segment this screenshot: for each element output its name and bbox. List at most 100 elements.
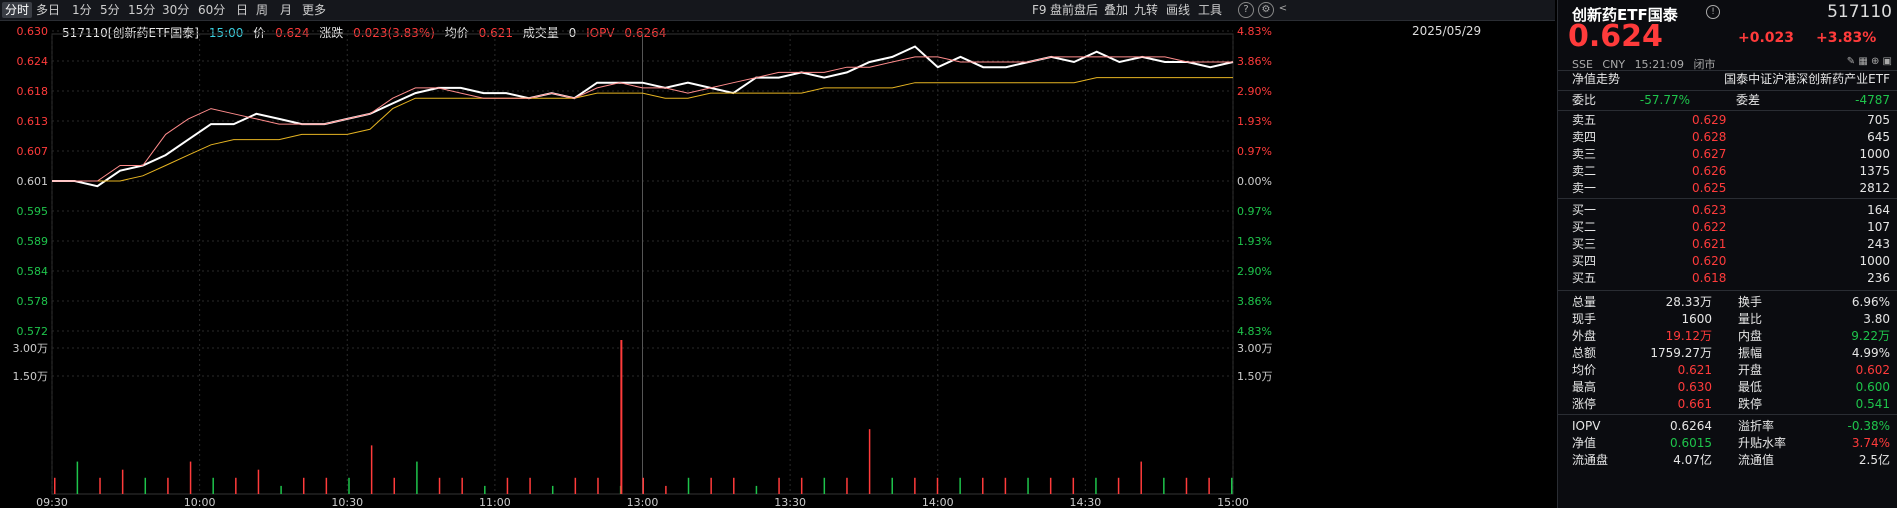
info-icon[interactable]: ! [1706,5,1720,19]
y-tick-label: 0.572 [17,325,49,338]
volume-tick-label: 3.00万 [13,342,49,355]
volume-bar [778,477,780,494]
tab-0[interactable]: 分时 [2,2,33,18]
bid-label: 买二 [1572,220,1597,234]
volume-bar [597,477,599,494]
intraday-chart[interactable]: 0.630 4.83% 0.624 3.86% 0.618 2.90% 0.613 1.93%… [0,0,1290,508]
code-name: 517110[创新药ETF国泰] [62,26,199,40]
y-right-tick-label: 4.83% [1237,325,1272,338]
grid-icon[interactable]: ▣ [1882,56,1892,67]
collapse-icon[interactable]: < [1278,3,1288,14]
stat-value: 1600 [1681,312,1712,326]
quote-timestamp: 15:21:09 [1634,58,1684,71]
volume-bar [167,477,169,494]
volume-bar [121,469,124,494]
chart-date: 2025/05/29 [1412,24,1482,38]
tab-6[interactable]: 60分 [198,3,226,17]
y-right-tick-label: 4.83% [1237,25,1272,38]
stat-label: 最低 [1738,380,1763,394]
tab-4[interactable]: 15分 [128,3,156,17]
stat-row: 现手 1600 量比 3.80 [1572,311,1890,328]
ask-row: 卖二 0.626 1375 [1572,163,1890,180]
stat-label: 流通盘 [1572,453,1609,467]
bid-qty: 164 [1867,203,1890,217]
volume-bar [936,477,939,494]
pencil-icon[interactable]: ✎ [1846,56,1856,67]
ask-label: 卖二 [1572,164,1597,178]
security-title[interactable]: 创新药ETF国泰 [1572,6,1678,24]
volume-bar [461,477,463,494]
y-right-tick-label: 3.86% [1237,295,1272,308]
stat-value: 0.621 [1677,363,1712,377]
volume-bar [755,485,758,494]
y-tick-label: 0.578 [17,295,49,308]
toolbar-button-5[interactable]: 工具 [1198,3,1223,17]
toolbar-button-4[interactable]: 画线 [1166,3,1191,17]
tab-3[interactable]: 5分 [100,3,120,17]
stat-label: 量比 [1738,312,1763,326]
bid-price: 0.620 [1692,254,1727,268]
stat-value: 0.602 [1855,363,1890,377]
volume-bar [1185,477,1188,494]
help-icon[interactable]: ? [1238,2,1254,18]
security-code: 517110 [1827,2,1892,22]
toolbar-button-3[interactable]: 九转 [1134,3,1159,17]
volume-bar [189,461,192,494]
volume-bar [416,461,418,494]
stat-label: 净值 [1572,436,1597,450]
tab-2[interactable]: 1分 [72,3,92,17]
stat-row: IOPV 0.6264 溢折率 -0.38% [1572,418,1890,435]
volume-bar [574,477,577,494]
stat-label: 内盘 [1738,329,1763,343]
volume-bar [393,477,396,494]
stat-value: 9.22万 [1851,329,1890,343]
volume-bar [1027,477,1029,494]
volume-bar [733,477,735,494]
x-tick-label: 10:30 [331,496,363,508]
y-tick-label: 0.589 [17,235,49,248]
stat-label: 总量 [1572,295,1597,309]
ask-qty: 705 [1867,113,1890,127]
stat-value: 1759.27万 [1650,346,1712,360]
y-tick-label: 0.601 [17,175,49,188]
tab-9[interactable]: 月 [280,3,293,17]
volume-bar [348,477,350,494]
volume-bar [914,477,916,494]
chart-icon[interactable]: ▦ [1858,56,1868,67]
tab-1[interactable]: 多日 [36,3,61,17]
add-icon[interactable]: ⊕ [1870,56,1880,67]
tab-5[interactable]: 30分 [162,3,190,17]
volume-bar [257,469,260,494]
tab-7[interactable]: 日 [236,3,249,17]
x-tick-label: 11:00 [479,496,511,508]
volume-bar [235,477,237,494]
stat-row: 最高 0.630 最低 0.600 [1572,379,1890,396]
volume-bar [280,485,282,494]
stat-row: 净值 0.6015 升贴水率 3.74% [1572,435,1890,452]
quote-info-bar: 517110[创新药ETF国泰] 15:00 价 0.624 涨跌 0.023(… [62,24,672,40]
toolbar-button-2[interactable]: 叠加 [1104,3,1129,17]
y-right-tick-label: 0.97% [1237,145,1272,158]
volume-bar [1163,477,1165,494]
stat-label: 现手 [1572,312,1597,326]
x-tick-label: 15:00 [1217,496,1249,508]
bid-row: 买一 0.623 164 [1572,202,1890,219]
weicha-label: 委差 [1736,93,1761,107]
bid-price: 0.623 [1692,203,1727,217]
ask-row: 卖三 0.627 1000 [1572,146,1890,163]
tab-10[interactable]: 更多 [302,3,327,17]
stat-value: 3.74% [1851,436,1890,450]
panel-tools: ✎ ▦ ⊕ ▣ [1847,56,1892,67]
x-tick-label: 13:30 [774,496,806,508]
toolbar-button-0[interactable]: F9 [1032,3,1047,17]
y-right-tick-label: 2.90% [1237,85,1272,98]
volume-bar [506,477,509,494]
volume-bar [800,477,803,494]
nav-section[interactable]: 净值走势 国泰中证沪港深创新药产业ETF [1572,71,1890,88]
toolbar-button-1[interactable]: 盘前盘后 [1050,3,1099,17]
volume-right-tick-label: 3.00万 [1237,342,1273,355]
ask-row: 卖四 0.628 645 [1572,129,1890,146]
tab-8[interactable]: 周 [256,3,269,17]
settings-icon[interactable]: ⚙ [1258,2,1274,18]
stat-row: 涨停 0.661 跌停 0.541 [1572,396,1890,413]
